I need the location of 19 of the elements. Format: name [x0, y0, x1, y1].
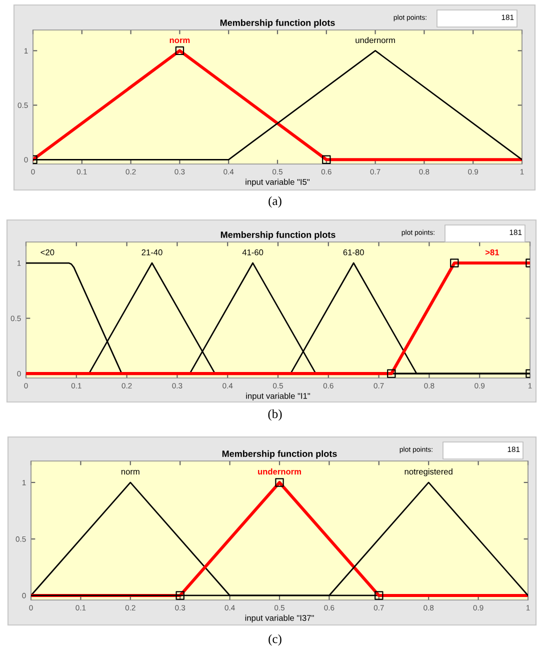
series-label: 61-80 — [343, 249, 364, 256]
series-label: >81 — [485, 249, 500, 256]
series-label: <20 — [40, 249, 54, 256]
x-axis-title: input variable "I37" — [245, 614, 314, 623]
series-label: 41-60 — [242, 249, 264, 256]
x-axis-title: input variable "I5" — [246, 178, 310, 187]
series-label: undernorm — [258, 468, 301, 475]
chart-title: Membership function plots — [220, 19, 335, 28]
text: (a) — [268, 196, 282, 208]
series-label: norm — [170, 38, 190, 44]
series-label: undernorm — [356, 37, 395, 44]
series-label: 21-40 — [142, 249, 162, 256]
series-label: notregistered — [404, 468, 452, 476]
chart-title: Membership function plots — [220, 231, 336, 240]
chart-title: Membership function plots — [222, 450, 337, 459]
text: (b) — [268, 409, 282, 421]
x-axis-title: input variable "I1" — [246, 392, 310, 401]
series-label: norm — [121, 470, 140, 475]
text: (c) — [268, 634, 282, 646]
